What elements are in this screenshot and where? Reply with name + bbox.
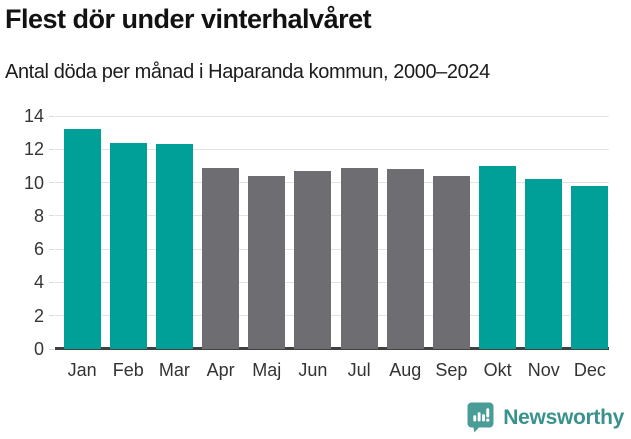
bar-jan xyxy=(63,129,101,349)
x-tick-label-dec: Dec xyxy=(573,360,606,380)
y-tick-label-4: 4 xyxy=(33,272,44,293)
chart-subtitle: Antal döda per månad i Haparanda kommun,… xyxy=(5,61,490,83)
x-tick-label-jan: Jan xyxy=(67,360,97,380)
x-tick-label-nov: Nov xyxy=(527,360,560,380)
bar-maj xyxy=(248,175,286,349)
gridline-4 xyxy=(55,281,609,283)
bar-apr xyxy=(202,167,240,349)
brand-link[interactable]: Newsworthy xyxy=(467,402,624,433)
y-tick-label-2: 2 xyxy=(33,305,44,326)
y-tick-label-8: 8 xyxy=(33,205,44,226)
y-tick-label-6: 6 xyxy=(33,239,44,260)
bar-dec xyxy=(571,185,609,349)
gridline-8 xyxy=(55,215,609,217)
plot-area: 0 2 4 6 8 10 12 14 Jan Feb Mar Apr Maj Jun Jul Aug Sep Ok… xyxy=(24,106,609,380)
gridline-2 xyxy=(55,315,609,317)
y-tick-label-0: 0 xyxy=(33,339,44,359)
x-tick-label-maj: Maj xyxy=(252,360,282,380)
bar-jun xyxy=(294,170,332,349)
y-axis-tick-10 xyxy=(49,182,54,184)
y-axis-tick-14 xyxy=(49,115,54,117)
bar-mar xyxy=(155,144,193,349)
x-tick-label-mar: Mar xyxy=(158,360,190,380)
chart-title: Flest dör under vinterhalvåret xyxy=(5,4,372,34)
y-tick-label-14: 14 xyxy=(23,106,44,126)
bar-jul xyxy=(340,168,378,349)
bar-nov xyxy=(525,179,563,349)
bar-sep xyxy=(432,175,470,349)
bar-aug xyxy=(386,169,424,349)
y-tick-label-12: 12 xyxy=(23,139,44,160)
y-axis-tick-12 xyxy=(49,148,54,150)
x-tick-label-aug: Aug xyxy=(389,360,422,380)
x-tick-label-jun: Jun xyxy=(298,360,328,380)
gridline-6 xyxy=(55,248,609,250)
gridline-12 xyxy=(55,148,609,150)
y-axis-tick-4 xyxy=(49,281,54,283)
bar-okt xyxy=(479,165,517,349)
bar-feb xyxy=(109,142,147,349)
y-axis-tick-8 xyxy=(49,215,54,217)
y-tick-label-10: 10 xyxy=(23,172,44,193)
x-tick-label-okt: Okt xyxy=(483,360,512,380)
y-axis-tick-6 xyxy=(49,248,54,250)
brand-name: Newsworthy xyxy=(503,405,624,429)
gridline-14 xyxy=(55,115,609,117)
y-axis-tick-2 xyxy=(49,315,54,317)
x-tick-label-jul: Jul xyxy=(347,360,371,380)
x-axis-line xyxy=(55,347,609,350)
gridline-10 xyxy=(55,182,609,184)
x-tick-label-feb: Feb xyxy=(112,360,144,380)
y-axis-tick-0 xyxy=(49,348,54,350)
x-tick-label-apr: Apr xyxy=(206,360,235,380)
x-tick-label-sep: Sep xyxy=(435,360,468,380)
newsworthy-logo-icon xyxy=(467,402,494,433)
